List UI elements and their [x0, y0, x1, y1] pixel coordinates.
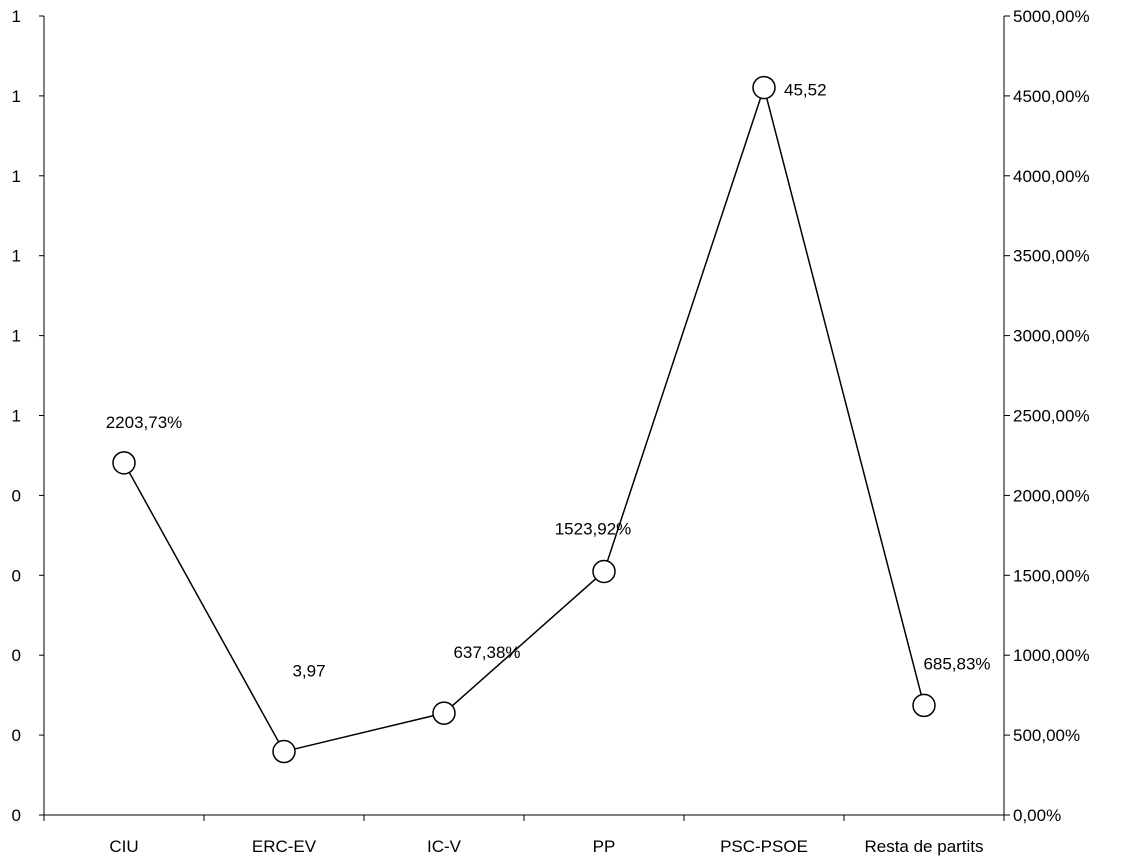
right-tick-label: 1500,00% — [1013, 566, 1090, 585]
data-point-marker — [272, 739, 296, 764]
x-tick-label: IC-V — [427, 837, 462, 856]
series-line-group — [112, 75, 936, 764]
left-tick-label: 0 — [12, 806, 21, 825]
left-tick-label: 0 — [12, 486, 21, 505]
data-label: 3,97 — [292, 662, 325, 681]
left-tick-label: 1 — [12, 407, 21, 426]
right-tick-label: 0,00% — [1013, 806, 1061, 825]
series-line — [123, 84, 925, 753]
left-tick-label: 1 — [12, 7, 21, 26]
left-tick-label: 0 — [12, 726, 21, 745]
x-tick-label: PP — [593, 837, 616, 856]
x-tick-label: ERC-EV — [252, 837, 317, 856]
right-tick-label: 3000,00% — [1013, 327, 1090, 346]
axis-ticks: 0 0,00% 0 500,00% 0 1000,00% 0 1500,00% 0 2000,00… — [12, 7, 1090, 856]
right-tick-label: 1000,00% — [1013, 646, 1090, 665]
data-label: 685,83% — [923, 654, 990, 673]
left-tick-label: 1 — [12, 327, 21, 346]
x-tick-label: CIU — [109, 837, 138, 856]
data-point-marker — [112, 451, 136, 475]
left-tick-label: 0 — [12, 566, 21, 585]
data-label: 2203,73% — [106, 413, 183, 432]
left-tick-label: 1 — [12, 87, 21, 106]
chart-axes — [43, 16, 1005, 816]
x-tick-label: PSC-PSOE — [720, 837, 808, 856]
data-labels-group: 2203,73% 3,97 637,38% 1523,92% 45,52 685,83% — [106, 81, 991, 681]
right-tick-label: 4500,00% — [1013, 87, 1090, 106]
right-tick-label: 500,00% — [1013, 726, 1080, 745]
right-tick-label: 2000,00% — [1013, 486, 1090, 505]
right-tick-label: 3500,00% — [1013, 247, 1090, 266]
right-tick-label: 5000,00% — [1013, 7, 1090, 26]
left-tick-label: 1 — [12, 247, 21, 266]
data-point-marker — [432, 701, 456, 725]
left-tick-label: 1 — [12, 167, 21, 186]
data-point-marker — [592, 559, 616, 584]
x-tick-label: Resta de partits — [864, 837, 983, 856]
left-tick-label: 0 — [12, 646, 21, 665]
data-label: 1523,92% — [555, 519, 632, 538]
right-tick-label: 4000,00% — [1013, 167, 1090, 186]
data-label: 637,38% — [453, 643, 520, 662]
right-tick-label: 2500,00% — [1013, 407, 1090, 426]
data-label: 45,52 — [784, 81, 827, 100]
data-point-marker — [752, 75, 776, 100]
data-point-marker — [912, 693, 936, 718]
